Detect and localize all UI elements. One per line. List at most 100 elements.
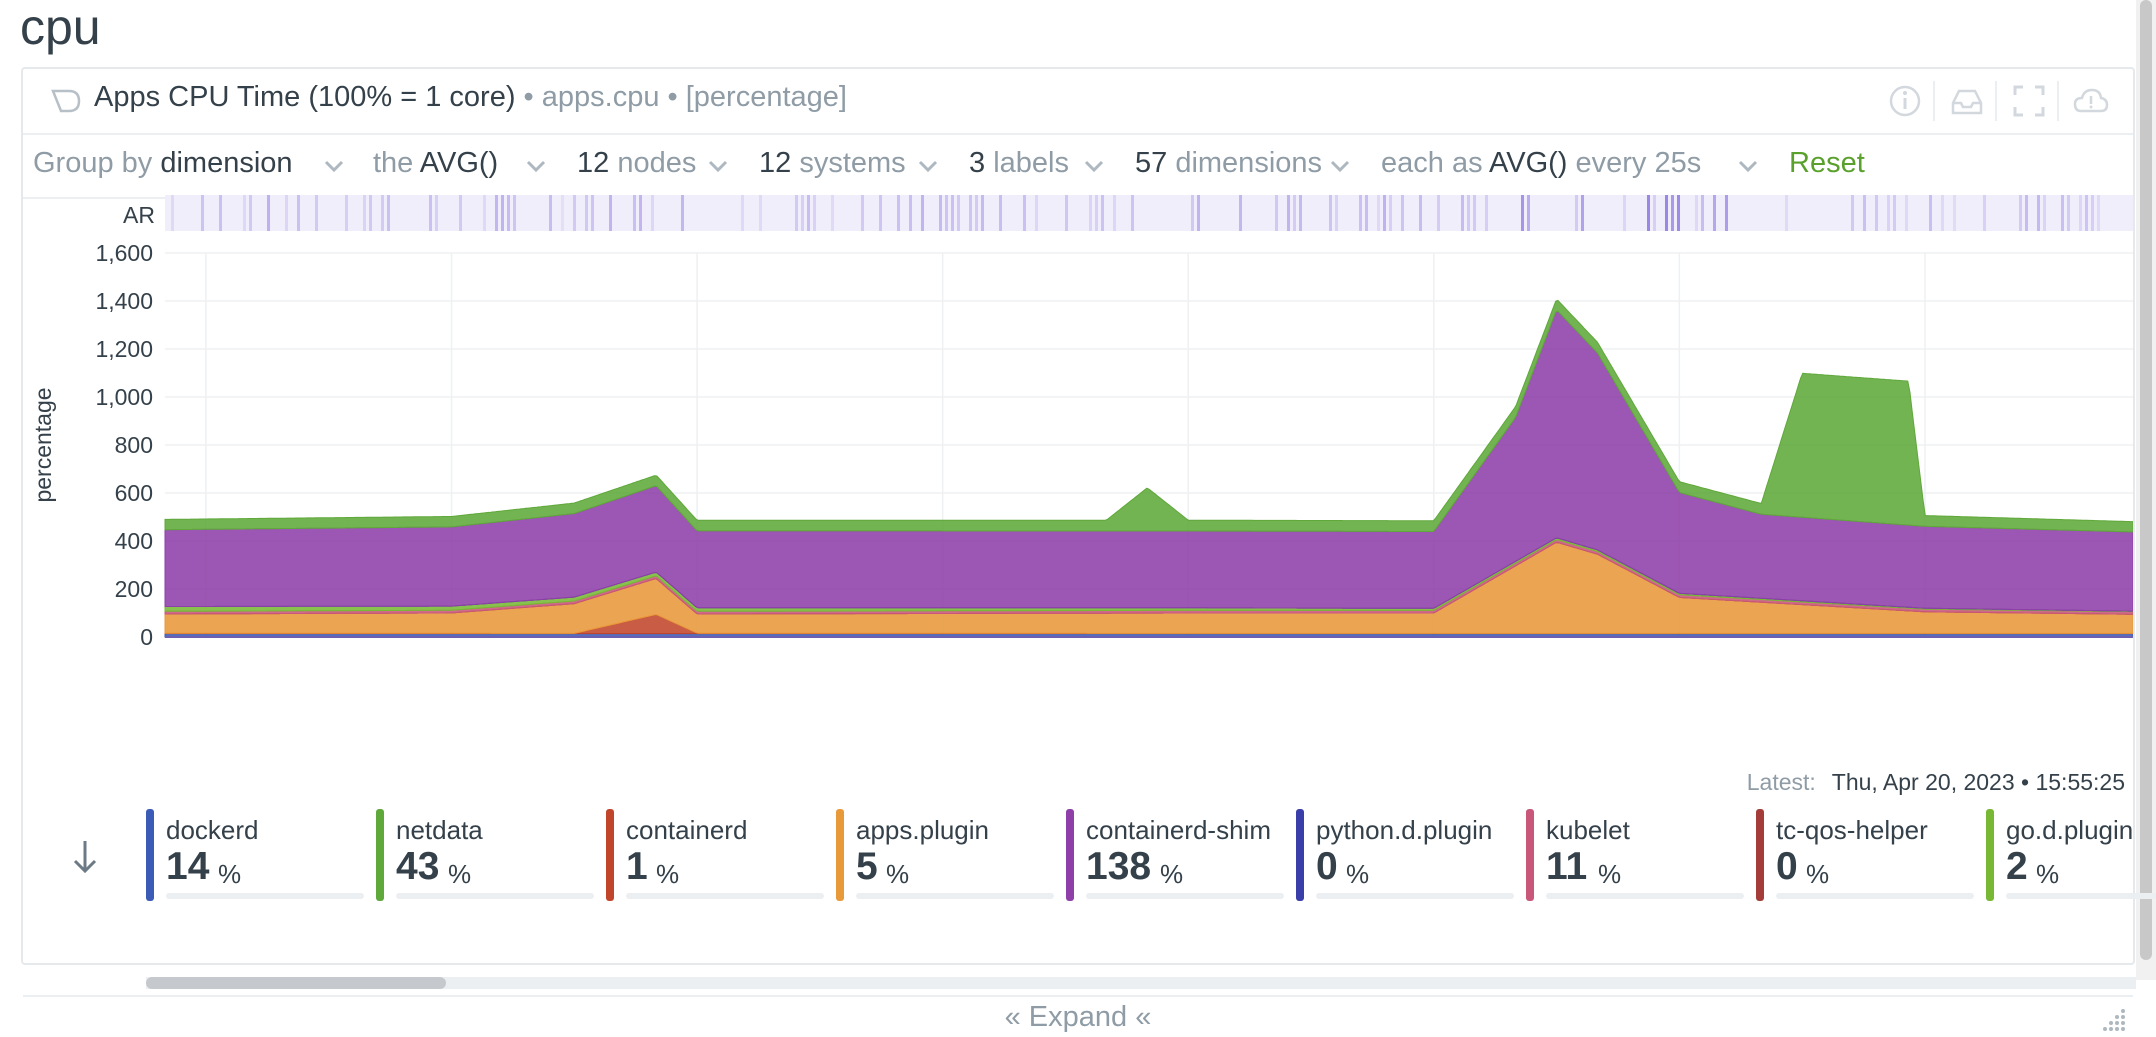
anomaly-mark [1239, 195, 1242, 231]
legend-item-netdata[interactable]: netdata 43% [376, 809, 594, 901]
labels-dropdown[interactable]: 3 labels [969, 147, 1069, 180]
anomaly-mark [1461, 195, 1464, 231]
legend-unit: % [656, 859, 680, 889]
anomaly-mark [957, 195, 960, 231]
anomaly-mark [1191, 195, 1194, 231]
chart-plot[interactable]: AR02004006008001,0001,2001,4001,600i12:0… [23, 69, 2133, 649]
resize-grip-icon[interactable] [2103, 1007, 2127, 1031]
legend-item-containerd-shim[interactable]: containerd-shim 138% [1066, 809, 1284, 901]
legend-color-swatch [1986, 809, 1994, 901]
anomaly-mark [243, 195, 246, 231]
chevron-down-icon[interactable] [917, 159, 939, 173]
anomaly-mark [975, 195, 978, 231]
legend-underline [1776, 893, 1974, 899]
anomaly-mark [1653, 195, 1656, 231]
legend-scrollbar[interactable] [146, 977, 2136, 989]
legend-item-apps-plugin[interactable]: apps.plugin 5% [836, 809, 1054, 901]
legend-underline [1546, 893, 1744, 899]
anomaly-mark [2043, 195, 2046, 231]
anomaly-mark [1665, 195, 1668, 231]
info-icon[interactable] [1885, 81, 1925, 121]
anomaly-mark [1335, 195, 1338, 231]
latest-value: Thu, Apr 20, 2023 • 15:55:25 [1831, 769, 2125, 795]
legend-name: netdata [396, 815, 483, 845]
chart-controls: Group by dimension the AVG() 12 nodes 12… [23, 133, 2133, 199]
legend-item-tc-qos-helper[interactable]: tc-qos-helper 0% [1756, 809, 1974, 901]
legend-scrollbar-thumb[interactable] [146, 977, 446, 989]
legend-color-swatch [1756, 809, 1764, 901]
legend-color-swatch [146, 809, 154, 901]
chart-card: Apps CPU Time (100% = 1 core) • apps.cpu… [21, 67, 2156, 1033]
anomaly-mark [429, 195, 432, 231]
anomaly-mark [2061, 195, 2064, 231]
page-scrollbar-thumb[interactable] [2140, 0, 2152, 960]
legend-name: containerd [626, 815, 748, 845]
anomaly-mark [1929, 195, 1932, 231]
anomaly-mark [1401, 195, 1404, 231]
anomaly-mark [1521, 195, 1524, 231]
time-aggregation-value: AVG() [1489, 147, 1568, 179]
dimensions-dropdown[interactable]: 57 dimensions [1135, 147, 1322, 180]
legend-item-go-d-plugin[interactable]: go.d.plugin 2% [1986, 809, 2156, 901]
anomaly-mark [1287, 195, 1290, 231]
anomaly-mark [285, 195, 288, 231]
anomaly-mark [1419, 195, 1422, 231]
anomaly-mark [795, 195, 798, 231]
chevron-down-icon[interactable] [1329, 159, 1351, 173]
systems-dropdown[interactable]: 12 systems [759, 147, 906, 180]
chevron-down-icon[interactable] [323, 159, 345, 173]
chevron-down-icon[interactable] [1083, 159, 1105, 173]
cloud-alert-icon[interactable] [2071, 81, 2111, 121]
aggregation-dropdown[interactable]: the AVG() [373, 147, 498, 180]
anomaly-mark [297, 195, 300, 231]
legend-item-python-d-plugin[interactable]: python.d.plugin 0% [1296, 809, 1514, 901]
anomaly-mark [1785, 195, 1788, 231]
legend-unit: % [1598, 859, 1622, 889]
time-aggregation-interval: every 25s [1575, 147, 1702, 179]
legend-item-containerd[interactable]: containerd 1% [606, 809, 824, 901]
anomaly-mark [1365, 195, 1368, 231]
legend-item-dockerd[interactable]: dockerd 14% [146, 809, 364, 901]
legend-color-swatch [1296, 809, 1304, 901]
anomaly-mark [1023, 195, 1026, 231]
anomaly-mark [1437, 195, 1440, 231]
reset-button[interactable]: Reset [1789, 147, 1865, 179]
dimensions-label: dimensions [1175, 147, 1323, 179]
fullscreen-icon[interactable] [2009, 81, 2049, 121]
anomaly-mark [2097, 195, 2100, 231]
anomaly-mark [267, 195, 270, 231]
anomaly-mark [831, 195, 834, 231]
y-axis-label: percentage [30, 387, 56, 502]
legend-unit: % [448, 859, 472, 889]
anomaly-rate-row [165, 195, 2133, 231]
legend-underline [166, 893, 364, 899]
legend-value: 0 [1776, 845, 1798, 888]
legend-underline [396, 893, 594, 899]
anomaly-mark [513, 195, 516, 231]
group-by-label: Group by [33, 147, 153, 179]
chevron-down-icon[interactable] [707, 159, 729, 173]
anomaly-mark [1527, 195, 1530, 231]
time-aggregation-label: each as [1381, 147, 1483, 179]
group-by-dropdown[interactable]: Group by dimension [33, 147, 293, 180]
expand-button[interactable]: « Expand « [23, 995, 2133, 1037]
latest-label: Latest: [1746, 769, 1816, 795]
anomaly-mark [801, 195, 804, 231]
anomaly-mark [1623, 195, 1626, 231]
anomaly-mark [1089, 195, 1092, 231]
anomaly-mark [879, 195, 882, 231]
anomaly-mark [2019, 195, 2022, 231]
legend-item-kubelet[interactable]: kubelet 11% [1526, 809, 1744, 901]
sort-arrow-down-icon[interactable] [71, 837, 99, 877]
inbox-icon[interactable] [1947, 81, 1987, 121]
anomaly-mark [2025, 195, 2028, 231]
time-aggregation-dropdown[interactable]: each as AVG() every 25s [1381, 147, 1701, 180]
chevron-down-icon[interactable] [1737, 159, 1759, 173]
anomaly-mark [1389, 195, 1392, 231]
anomaly-mark [1065, 195, 1068, 231]
legend-unit: % [1160, 859, 1184, 889]
chevron-down-icon[interactable] [525, 159, 547, 173]
systems-label: systems [799, 147, 906, 179]
y-tick-label: 1,200 [95, 336, 153, 362]
nodes-dropdown[interactable]: 12 nodes [577, 147, 696, 180]
